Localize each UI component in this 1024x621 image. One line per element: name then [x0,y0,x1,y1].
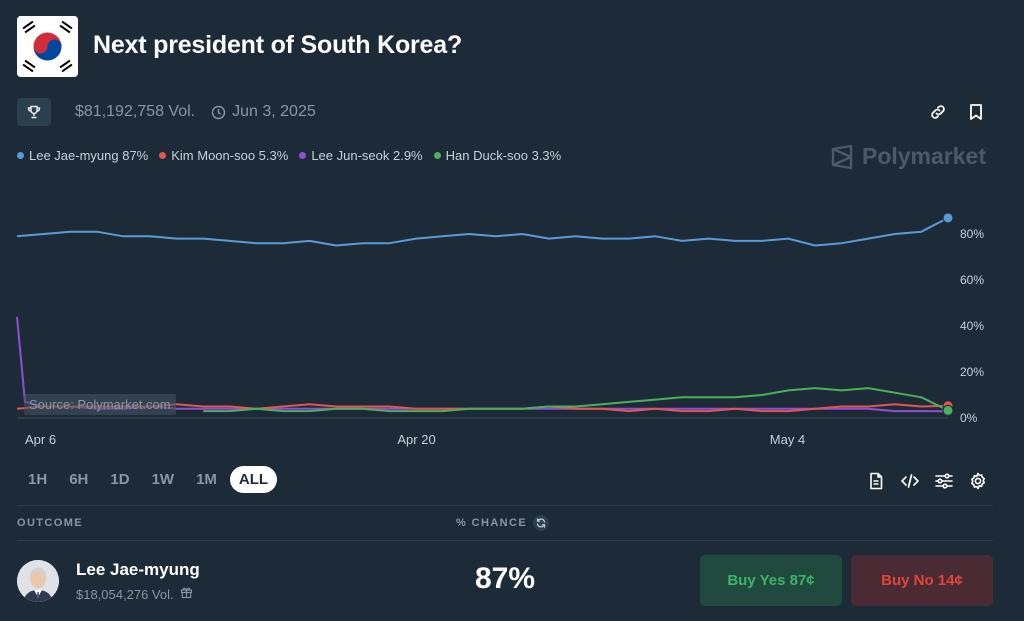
time-range-selector: 1H 6H 1D 1W 1M ALL [19,466,278,493]
document-icon[interactable] [866,471,886,491]
series-end-point [942,404,954,416]
x-tick-label: Apr 20 [397,432,435,447]
legend-item: Lee Jun-seok 2.9% [299,148,423,163]
clock-icon [211,105,226,120]
brand-name: Polymarket [861,143,986,169]
avatar [17,560,59,602]
y-tick-label: 60% [960,273,984,287]
legend-label: Kim Moon-soo 5.3% [171,148,289,163]
link-icon[interactable] [927,101,949,123]
market-actions [927,101,987,123]
legend-label: Lee Jun-seok 2.9% [311,148,423,163]
chance-column-label: % CHANCE [456,517,528,529]
series-line-han-duck-soo [203,387,949,413]
trophy-icon[interactable] [17,98,51,126]
series-line-lee-jae-myung [16,217,949,247]
market-meta: $81,192,758 Vol. Jun 3, 2025 [17,98,316,126]
x-tick-label: Apr 6 [25,432,56,447]
legend-dot [159,152,167,159]
settings-gear-icon[interactable] [968,471,988,491]
range-1h[interactable]: 1H [28,471,48,488]
legend-dot [17,152,24,159]
sliders-icon[interactable] [934,471,954,491]
range-1w[interactable]: 1W [151,471,175,488]
buy-no-button[interactable]: Buy No 14¢ [851,555,993,606]
polymarket-logo-icon [831,144,853,169]
end-date: Jun 3, 2025 [232,103,316,120]
legend-dot [433,152,441,159]
gift-icon[interactable] [180,586,193,602]
y-tick-label: 0% [960,411,978,425]
legend-label: Han Duck-soo 3.3% [445,148,562,163]
market-title: Next president of South Korea? [93,31,463,59]
outcome-column-header: OUTCOME [17,517,84,529]
refresh-icon[interactable] [533,515,550,531]
range-1m[interactable]: 1M [196,471,217,488]
legend-item: Kim Moon-soo 5.3% [159,148,288,163]
bookmark-icon[interactable] [965,101,987,123]
y-tick-label: 80% [960,227,984,241]
legend-item: Han Duck-soo 3.3% [433,148,562,163]
y-tick-label: 40% [960,319,984,333]
series-end-point [942,212,954,224]
market-volume: $81,192,758 Vol. [75,103,196,120]
y-tick-label: 20% [960,365,984,379]
range-6h[interactable]: 6H [69,471,89,488]
embed-code-icon[interactable] [900,471,920,491]
range-1d[interactable]: 1D [110,471,130,488]
chance-column-header: % CHANCE [456,515,550,531]
legend-label: Lee Jae-myung 87% [29,148,149,163]
chart-source: Source: Polymarket.com [24,394,176,415]
buy-yes-button[interactable]: Buy Yes 87¢ [700,555,842,606]
outcome-name[interactable]: Lee Jae-myung [76,560,200,579]
divider [17,540,993,541]
chart-tools [866,471,988,491]
chart-legend: Lee Jae-myung 87% Kim Moon-soo 5.3% Lee … [17,148,561,163]
outcome-volume-row: $18,054,276 Vol. [76,586,193,602]
range-all[interactable]: ALL [229,466,278,493]
legend-dot [299,152,307,159]
south-korea-flag-icon [17,16,78,77]
x-tick-label: May 4 [770,432,805,447]
polymarket-logo: Polymarket [830,143,986,170]
outcome-chance: 87% [475,562,536,595]
legend-item: Lee Jae-myung 87% [17,148,148,163]
outcome-volume: $18,054,276 Vol. [76,586,174,602]
divider [17,505,993,506]
